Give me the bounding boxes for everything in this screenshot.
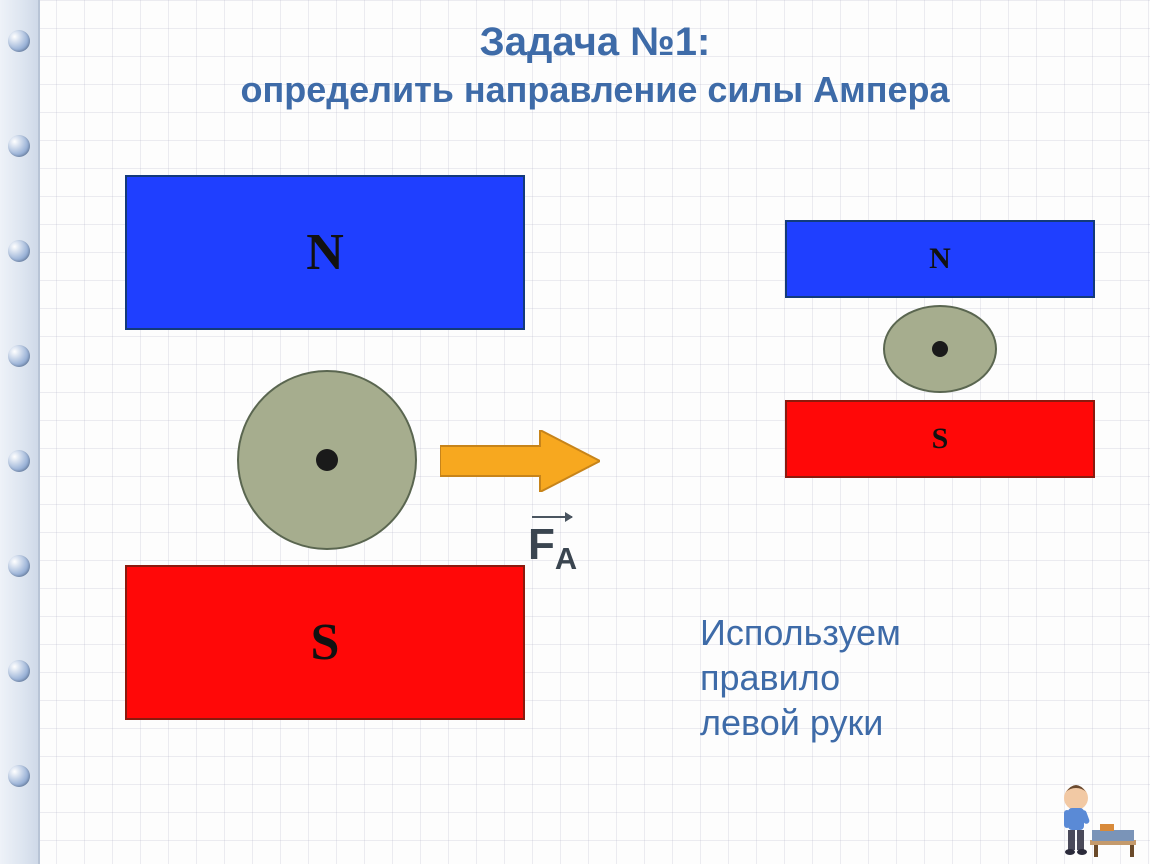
rule-text-line: правило — [700, 655, 901, 700]
magnet-n-label-right: N — [929, 242, 951, 276]
magnet-n-label: N — [306, 223, 344, 282]
conductor-dot-right — [932, 341, 948, 357]
rule-text-line: Используем — [700, 610, 901, 655]
force-label-F: F — [528, 520, 555, 569]
magnet-n-left: N — [125, 175, 525, 330]
vector-arrow-icon — [532, 516, 572, 518]
force-label-A: A — [555, 541, 577, 576]
magnet-s-right: S — [785, 400, 1095, 478]
conductor-left — [237, 370, 417, 550]
rule-text: Используемправилолевой руки — [700, 610, 901, 745]
force-label: FA — [528, 520, 577, 577]
slide-title: Задача №1: — [40, 20, 1150, 65]
magnet-s-left: S — [125, 565, 525, 720]
notebook-spiral — [0, 0, 40, 864]
magnet-n-right: N — [785, 220, 1095, 298]
magnet-s-label-right: S — [932, 422, 949, 456]
slide-subtitle: определить направление силы Ампера — [40, 69, 1150, 111]
student-icon — [1048, 768, 1138, 858]
conductor-right — [883, 305, 997, 393]
force-arrow — [440, 430, 600, 492]
conductor-dot-left — [316, 449, 338, 471]
magnet-s-label: S — [311, 613, 340, 672]
slide-content: Задача №1: определить направление силы А… — [40, 0, 1150, 864]
rule-text-line: левой руки — [700, 700, 901, 745]
